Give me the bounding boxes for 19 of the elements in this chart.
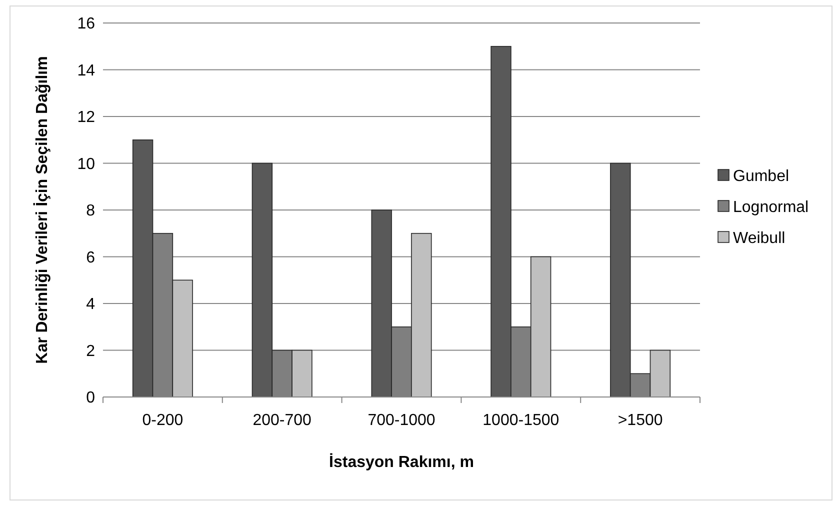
x-tick-label: 1000-1500 — [482, 412, 560, 429]
y-tick-label: 14 — [77, 62, 96, 80]
x-tick-label: >1500 — [618, 412, 663, 429]
x-axis-title: İstasyon Rakımı, m — [329, 453, 474, 471]
y-tick-label: 4 — [86, 296, 96, 314]
y-tick-label: 2 — [86, 342, 96, 360]
legend-label: Gumbel — [733, 168, 790, 186]
legend-label: Weibull — [733, 230, 786, 248]
y-tick-label: 16 — [77, 16, 96, 33]
x-tick-label: 200-700 — [252, 412, 312, 429]
x-tick-label: 700-1000 — [368, 412, 436, 429]
y-tick-label: 12 — [77, 109, 96, 126]
y-tick-label: 8 — [86, 202, 96, 220]
y-axis-title: Kar Derinliği Verileri İçin Seçilen Dağılım — [33, 56, 51, 364]
x-tick-label: 0-200 — [142, 412, 184, 429]
legend-label: Lognormal — [733, 199, 809, 216]
y-tick-label: 6 — [86, 249, 96, 266]
y-tick-label: 0 — [86, 390, 96, 407]
y-tick-label: 10 — [77, 156, 96, 173]
